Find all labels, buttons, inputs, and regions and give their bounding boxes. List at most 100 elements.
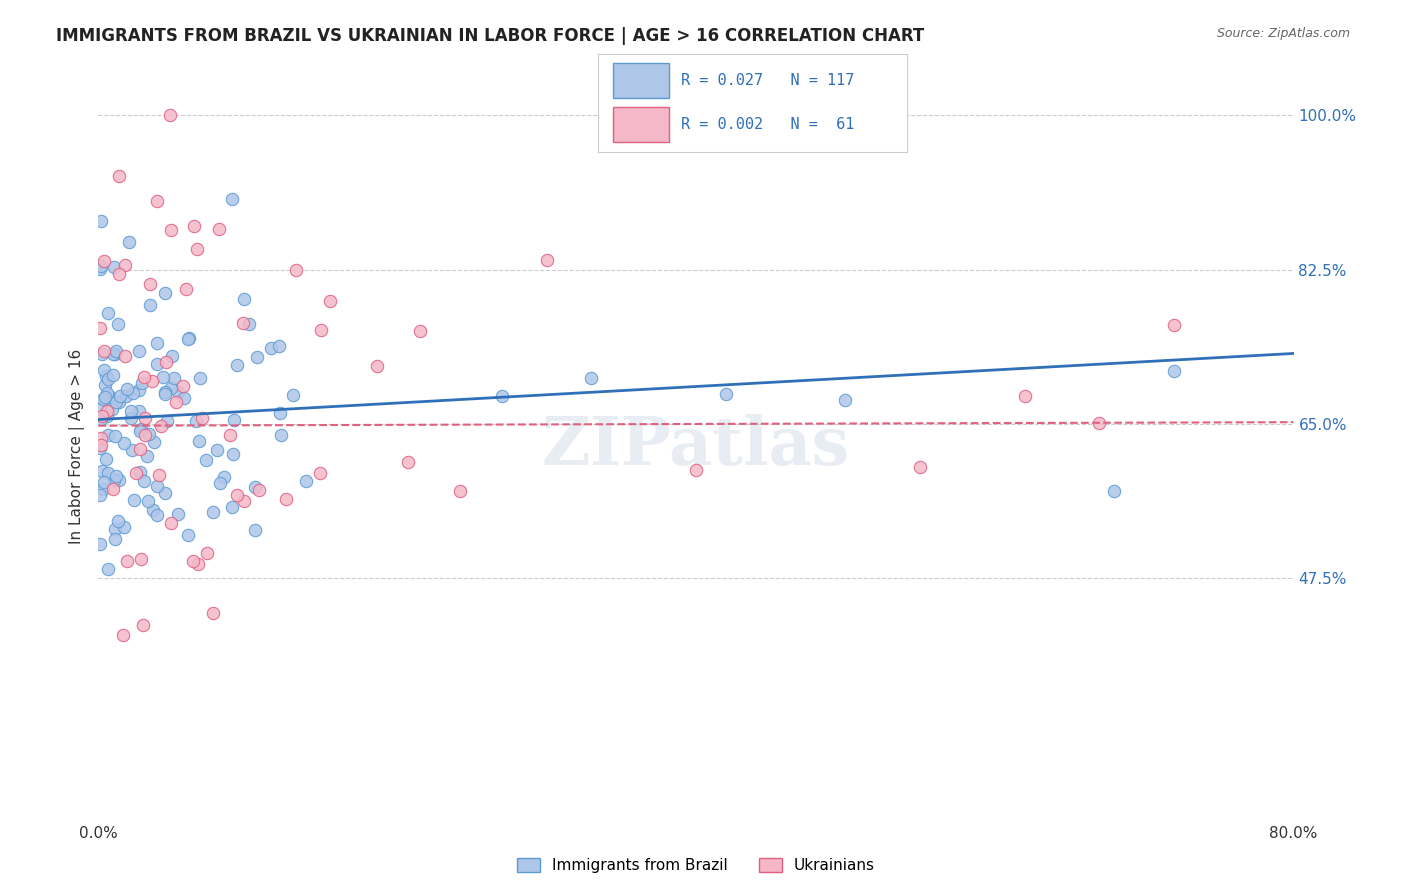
Ukrainians (183, 219, 205, 233)
Immigrants from Brazil (94, 368, 117, 383)
Ukrainians (1163, 318, 1185, 333)
Ukrainians (309, 466, 332, 480)
Ukrainians (129, 442, 152, 456)
Immigrants from Brazil (186, 414, 208, 428)
Ukrainians (165, 395, 187, 409)
Immigrants from Brazil (281, 388, 304, 402)
Immigrants from Brazil (120, 403, 142, 417)
Ukrainians (159, 516, 181, 530)
Immigrants from Brazil (108, 474, 131, 488)
Immigrants from Brazil (104, 346, 127, 360)
Immigrants from Brazil (260, 341, 283, 355)
Immigrants from Brazil (97, 372, 120, 386)
Ukrainians (131, 617, 153, 632)
Immigrants from Brazil (103, 473, 125, 487)
Immigrants from Brazil (104, 429, 127, 443)
Ukrainians (396, 454, 419, 468)
Ukrainians (141, 374, 163, 388)
Immigrants from Brazil (270, 427, 292, 442)
Immigrants from Brazil (188, 434, 211, 448)
Immigrants from Brazil (91, 482, 114, 496)
Immigrants from Brazil (224, 413, 246, 427)
Immigrants from Brazil (267, 339, 290, 353)
Ukrainians (96, 403, 118, 417)
Immigrants from Brazil (166, 507, 188, 521)
Immigrants from Brazil (121, 442, 143, 457)
Immigrants from Brazil (146, 508, 169, 522)
Immigrants from Brazil (160, 381, 183, 395)
Immigrants from Brazil (221, 500, 243, 515)
Immigrants from Brazil (152, 370, 174, 384)
Immigrants from Brazil (146, 336, 169, 351)
Ukrainians (89, 320, 111, 334)
Ukrainians (232, 316, 254, 330)
Immigrants from Brazil (205, 443, 228, 458)
Immigrants from Brazil (167, 384, 190, 399)
Ukrainians (139, 277, 162, 291)
Ukrainians (187, 558, 209, 572)
Ukrainians (90, 431, 112, 445)
Immigrants from Brazil (103, 260, 125, 274)
Immigrants from Brazil (131, 376, 153, 391)
Ukrainians (309, 323, 332, 337)
Ukrainians (201, 606, 224, 620)
Ukrainians (107, 169, 129, 183)
Immigrants from Brazil (491, 390, 513, 404)
Ukrainians (276, 492, 298, 507)
Immigrants from Brazil (103, 368, 125, 382)
Immigrants from Brazil (89, 488, 111, 502)
Immigrants from Brazil (122, 385, 145, 400)
Immigrants from Brazil (153, 386, 176, 401)
Ukrainians (409, 324, 432, 338)
Immigrants from Brazil (89, 261, 111, 276)
Immigrants from Brazil (90, 401, 112, 416)
Immigrants from Brazil (122, 493, 145, 508)
Immigrants from Brazil (94, 377, 117, 392)
Ukrainians (90, 409, 112, 424)
Immigrants from Brazil (136, 449, 159, 463)
Immigrants from Brazil (156, 415, 179, 429)
Immigrants from Brazil (129, 422, 152, 436)
Immigrants from Brazil (1163, 364, 1185, 378)
Immigrants from Brazil (246, 351, 269, 365)
Immigrants from Brazil (1104, 484, 1126, 499)
Immigrants from Brazil (163, 371, 186, 385)
Ukrainians (115, 554, 138, 568)
Immigrants from Brazil (243, 480, 266, 494)
Immigrants from Brazil (97, 466, 120, 480)
Ukrainians (93, 344, 115, 359)
Immigrants from Brazil (173, 392, 195, 406)
Ukrainians (366, 359, 388, 373)
Ukrainians (1014, 389, 1036, 403)
Immigrants from Brazil (128, 383, 150, 397)
Immigrants from Brazil (105, 344, 128, 359)
Immigrants from Brazil (153, 385, 176, 400)
Immigrants from Brazil (176, 332, 198, 346)
Immigrants from Brazil (101, 347, 124, 361)
Immigrants from Brazil (142, 503, 165, 517)
Ukrainians (233, 494, 256, 508)
Ukrainians (114, 258, 136, 272)
Immigrants from Brazil (129, 424, 152, 438)
Immigrants from Brazil (153, 486, 176, 500)
Ukrainians (108, 267, 131, 281)
Immigrants from Brazil (96, 428, 118, 442)
Ukrainians (225, 488, 247, 502)
Immigrants from Brazil (655, 108, 678, 122)
Immigrants from Brazil (108, 395, 131, 409)
Immigrants from Brazil (162, 349, 184, 363)
Ukrainians (134, 410, 156, 425)
Immigrants from Brazil (94, 451, 117, 466)
Immigrants from Brazil (97, 306, 120, 320)
Immigrants from Brazil (114, 389, 136, 403)
Ukrainians (449, 483, 471, 498)
Immigrants from Brazil (107, 318, 129, 332)
Ukrainians (155, 355, 177, 369)
Ukrainians (208, 222, 231, 236)
Immigrants from Brazil (714, 387, 737, 401)
FancyBboxPatch shape (613, 63, 669, 98)
Immigrants from Brazil (118, 235, 141, 250)
Immigrants from Brazil (221, 192, 243, 206)
Text: ZIPatlas: ZIPatlas (541, 414, 851, 478)
Ukrainians (93, 253, 115, 268)
